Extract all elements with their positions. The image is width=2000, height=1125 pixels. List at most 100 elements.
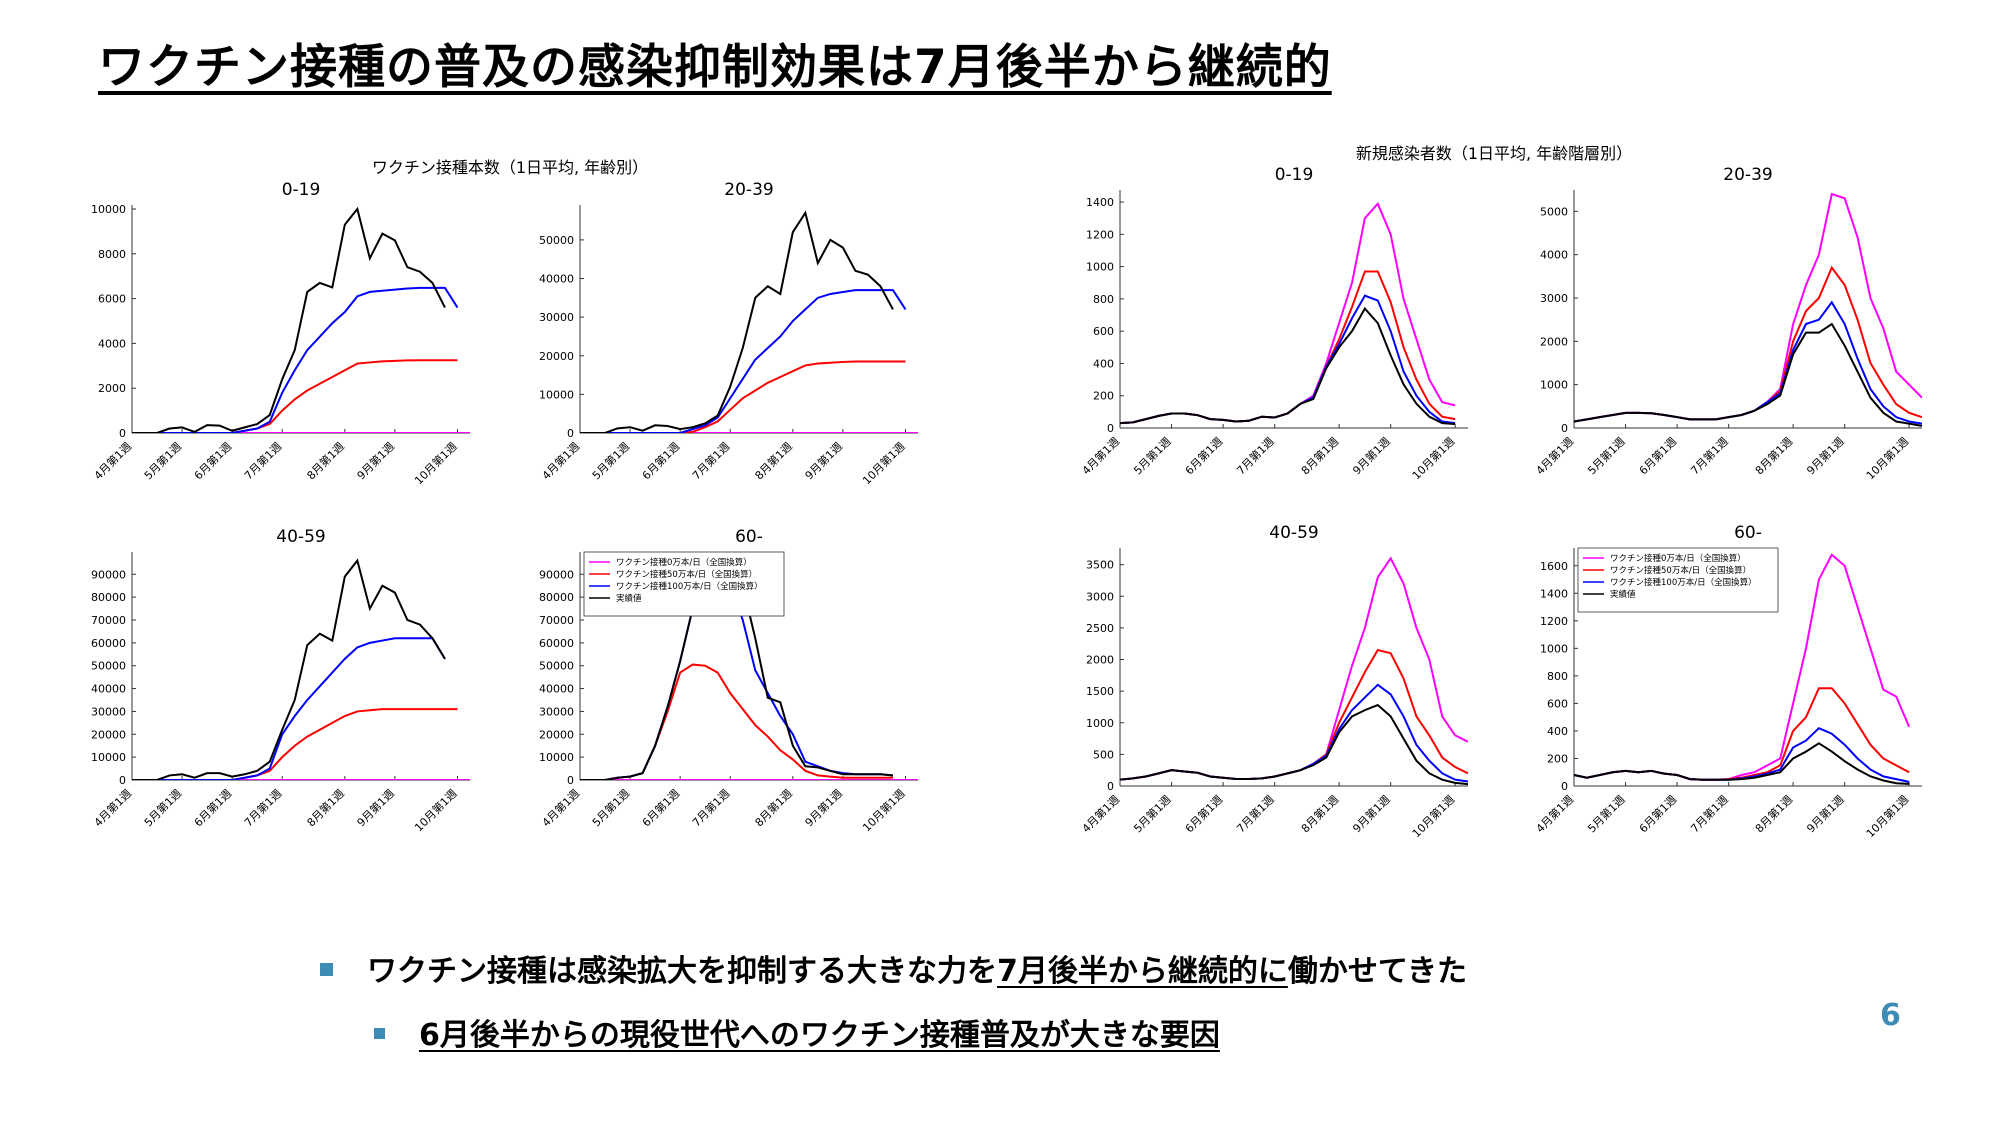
y-tick-label: 1500	[1086, 685, 1114, 698]
x-tick-label: 8月第1週	[752, 439, 795, 482]
y-tick-label: 50000	[539, 660, 574, 673]
series-line-1	[1574, 687, 1910, 781]
y-tick-label: 40000	[539, 683, 574, 696]
y-tick-label: 90000	[539, 568, 574, 581]
y-tick-label: 10000	[539, 388, 574, 401]
x-tick-label: 6月第1週	[639, 786, 682, 829]
bullet-main-text-c: 働かせてきた	[1287, 954, 1467, 989]
x-tick-label: 5月第1週	[1585, 792, 1628, 835]
y-tick-label: 0	[119, 774, 126, 787]
x-tick-label: 9月第1週	[1804, 792, 1847, 835]
series-line-2	[1120, 683, 1468, 783]
y-tick-label: 70000	[539, 614, 574, 627]
x-tick-label: 8月第1週	[1752, 792, 1795, 835]
y-tick-label: 4000	[98, 337, 126, 350]
x-tick-label: 7月第1週	[1688, 434, 1731, 477]
x-tick-label: 9月第1週	[1804, 434, 1847, 477]
y-tick-label: 400	[1547, 725, 1568, 738]
x-tick-label: 9月第1週	[354, 439, 397, 482]
series-line-2	[132, 286, 459, 433]
x-tick-label: 9月第1週	[1350, 434, 1393, 477]
chart-title: 60-	[1734, 523, 1762, 543]
chart-title: 20-39	[1723, 165, 1772, 185]
y-tick-label: 3000	[1540, 292, 1568, 305]
infections-40-59-chart: 40-59 0 500 1000 1500 2000 2500 3000 3500 4月第1週 5月…	[1079, 523, 1468, 840]
x-tick-label: 7月第1週	[1234, 792, 1277, 835]
chart-title: 0-19	[282, 180, 321, 200]
y-tick-label: 10000	[91, 203, 126, 216]
x-tick-label: 5月第1週	[141, 786, 184, 829]
y-tick-label: 20000	[91, 728, 126, 741]
y-tick-label: 0	[1561, 422, 1568, 435]
chart-title: 20-39	[724, 180, 773, 200]
legend-label: ワクチン接種0万本/日（全国換算）	[1610, 553, 1746, 564]
series-line-3	[1120, 703, 1468, 786]
x-tick-label: 9月第1週	[802, 439, 845, 482]
series-line-3	[132, 558, 446, 780]
y-tick-label: 20000	[539, 350, 574, 363]
chart-title: 60-	[735, 527, 763, 547]
y-tick-label: 30000	[91, 705, 126, 718]
y-tick-label: 5000	[1540, 205, 1568, 218]
x-tick-label: 10月第1週	[1409, 792, 1457, 840]
vaccination-60-chart: 60- 0 10000 20000 30000 40000 50000 60000 70000 8…	[539, 527, 918, 834]
y-tick-label: 1400	[1086, 196, 1114, 209]
y-tick-label: 0	[119, 427, 126, 440]
infection-group-title: 新規感染者数（1日平均, 年齢階層別）	[1355, 144, 1633, 163]
infections-0-19-chart: 0-19 0 200 400 600 800 1000 1200 1400 4月第1週 5月第1週 6…	[1079, 165, 1468, 482]
vaccination-0-19-chart: 0-19 0 2000 4000 6000 8000 10000 4月第1週 5月第1週 6月第1…	[91, 180, 470, 487]
y-tick-label: 600	[1093, 325, 1114, 338]
y-tick-label: 800	[1093, 293, 1114, 306]
y-tick-label: 0	[1107, 780, 1114, 793]
series-line-1	[132, 708, 458, 780]
y-tick-label: 1000	[1540, 379, 1568, 392]
x-tick-label: 5月第1週	[1585, 434, 1628, 477]
legend-box	[583, 551, 785, 617]
x-tick-label: 8月第1週	[752, 786, 795, 829]
x-tick-label: 8月第1週	[1752, 434, 1795, 477]
bullet-sub: 6月後半からの現役世代へのワクチン接種普及が大きな要因	[374, 1010, 1220, 1054]
x-tick-label: 6月第1週	[1636, 792, 1679, 835]
x-tick-label: 10月第1週	[1863, 434, 1911, 482]
series-line-3	[1574, 322, 1922, 427]
y-tick-label: 70000	[91, 614, 126, 627]
page-number: 6	[1880, 998, 1901, 1033]
x-tick-label: 5月第1週	[589, 786, 632, 829]
y-tick-label: 1200	[1540, 615, 1568, 628]
x-tick-label: 8月第1週	[1298, 792, 1341, 835]
y-tick-label: 0	[1107, 422, 1114, 435]
y-tick-label: 30000	[539, 311, 574, 324]
series-line-2	[1574, 727, 1910, 783]
x-tick-label: 4月第1週	[539, 786, 582, 829]
x-tick-label: 10月第1週	[1409, 434, 1457, 482]
series-line-1	[580, 663, 893, 780]
y-tick-label: 50000	[91, 660, 126, 673]
y-tick-label: 80000	[539, 591, 574, 604]
x-tick-label: 6月第1週	[191, 439, 234, 482]
chart-title: 40-59	[276, 527, 325, 547]
series-line-2	[1120, 294, 1456, 425]
vaccination-20-39-chart: 20-39 0 10000 20000 30000 40000 50000 4月第1週 5月第1…	[539, 180, 918, 487]
legend-label: 実績値	[1610, 589, 1636, 600]
y-tick-label: 1600	[1540, 560, 1568, 573]
series-line-1	[132, 359, 458, 433]
y-tick-label: 40000	[539, 273, 574, 286]
x-tick-label: 4月第1週	[1079, 434, 1122, 477]
y-tick-label: 40000	[91, 683, 126, 696]
y-tick-label: 200	[1547, 752, 1568, 765]
x-tick-label: 4月第1週	[1533, 792, 1576, 835]
y-tick-label: 4000	[1540, 249, 1568, 262]
y-tick-label: 8000	[98, 248, 126, 261]
x-tick-label: 7月第1週	[241, 439, 284, 482]
x-tick-label: 7月第1週	[689, 439, 732, 482]
y-tick-label: 0	[1561, 780, 1568, 793]
y-tick-label: 20000	[539, 728, 574, 741]
x-tick-label: 4月第1週	[1533, 434, 1576, 477]
legend-label: ワクチン接種0万本/日（全国換算）	[616, 557, 752, 568]
y-tick-label: 60000	[91, 637, 126, 650]
x-tick-label: 4月第1週	[91, 786, 134, 829]
series-line-1	[1120, 270, 1456, 425]
bullet-main: ワクチン接種は感染拡大を抑制する大きな力を7月後半から継続的に働かせてきた	[320, 946, 1467, 990]
infections-20-39-chart: 20-39 0 1000 2000 3000 4000 5000 4月第1週 5月第1週 6月第1…	[1533, 165, 1922, 482]
x-tick-label: 10月第1週	[860, 786, 908, 834]
